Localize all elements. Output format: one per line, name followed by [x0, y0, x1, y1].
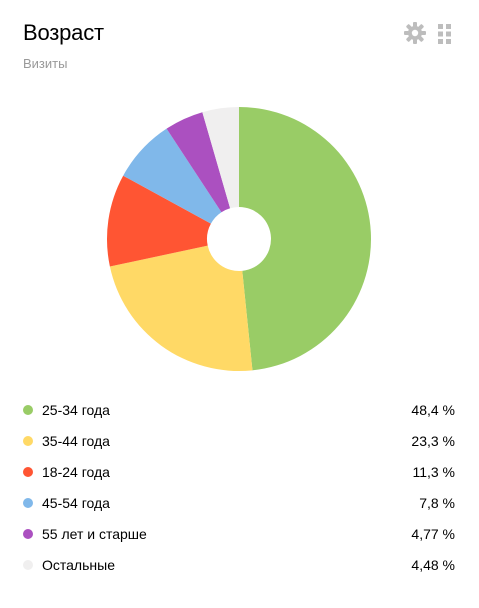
legend-value: 23,3 %	[411, 433, 455, 449]
widget-title: Возраст	[23, 20, 104, 45]
legend-label: 25-34 года	[42, 402, 110, 418]
legend-swatch	[23, 560, 33, 570]
legend-label: 35-44 года	[42, 433, 110, 449]
legend-swatch	[23, 405, 33, 415]
legend-item[interactable]: 18-24 года 11,3 %	[0, 457, 479, 488]
pie-slice-5[interactable]	[166, 112, 231, 213]
legend-value: 48,4 %	[411, 402, 455, 418]
legend-item[interactable]: Остальные 4,48 %	[0, 550, 479, 581]
legend-swatch	[23, 436, 33, 446]
legend-label: 55 лет и старше	[42, 526, 147, 542]
pie-slice-6[interactable]	[202, 107, 239, 209]
chart-legend: 25-34 года 48,4 % 35-44 года 23,3 % 18-24 го…	[0, 395, 479, 581]
legend-swatch	[23, 529, 33, 539]
pie-slice-2[interactable]	[109, 245, 253, 372]
legend-value: 7,8 %	[419, 495, 455, 511]
legend-item[interactable]: 25-34 года 48,4 %	[0, 395, 479, 426]
legend-swatch	[23, 498, 33, 508]
pie-slice-4[interactable]	[123, 128, 222, 224]
grip-icon[interactable]	[438, 24, 452, 44]
widget-subtitle: Визиты	[23, 56, 68, 71]
legend-item[interactable]: 45-54 года 7,8 %	[0, 488, 479, 519]
legend-value: 11,3 %	[412, 464, 455, 480]
pie-slice-3[interactable]	[107, 175, 211, 267]
pie-slice-1[interactable]	[239, 107, 372, 371]
legend-label: Остальные	[42, 557, 115, 573]
legend-value: 4,77 %	[411, 526, 455, 542]
legend-item[interactable]: 35-44 года 23,3 %	[0, 426, 479, 457]
legend-label: 18-24 года	[42, 464, 110, 480]
donut-chart	[107, 107, 372, 372]
legend-value: 4,48 %	[411, 557, 455, 573]
legend-swatch	[23, 467, 33, 477]
legend-label: 45-54 года	[42, 495, 110, 511]
legend-item[interactable]: 55 лет и старше 4,77 %	[0, 519, 479, 550]
gear-icon[interactable]	[403, 21, 427, 45]
